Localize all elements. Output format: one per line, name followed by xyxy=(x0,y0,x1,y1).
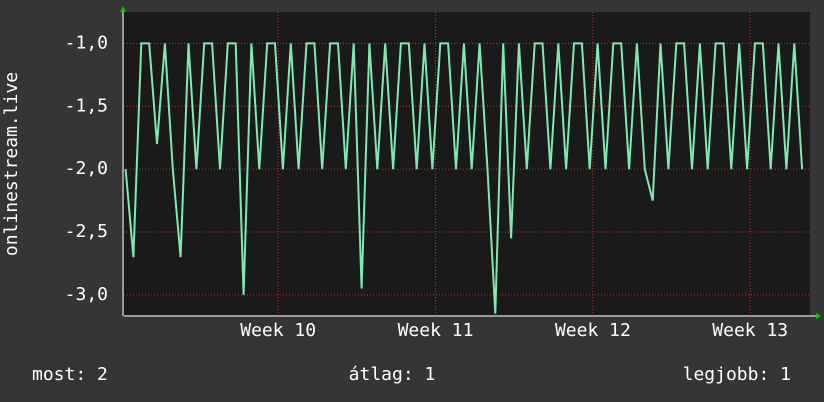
grid xyxy=(124,12,810,315)
x-arrow xyxy=(816,313,821,319)
y-tick-label: -2,0 xyxy=(65,158,108,179)
plot-area xyxy=(124,12,810,315)
y-tick-label: -2,5 xyxy=(65,221,108,242)
x-tick-label: Week 10 xyxy=(240,320,316,341)
y-tick-label: -3,0 xyxy=(65,284,108,305)
x-tick-label: Week 13 xyxy=(712,320,788,341)
y-tick-label: -1,5 xyxy=(65,95,108,116)
lines xyxy=(124,42,804,314)
footer-current: most: 2 xyxy=(32,364,108,385)
footer-best: legjobb: 1 xyxy=(683,364,791,385)
y-tick-label: -1,0 xyxy=(65,32,108,53)
x-tick-label: Week 12 xyxy=(555,320,631,341)
x-tick-label: Week 11 xyxy=(398,320,474,341)
data-line xyxy=(124,42,804,314)
y-axis-label: onlinestream.live xyxy=(1,72,22,256)
footer-average: átlag: 1 xyxy=(349,364,436,385)
y-arrow xyxy=(120,6,126,12)
